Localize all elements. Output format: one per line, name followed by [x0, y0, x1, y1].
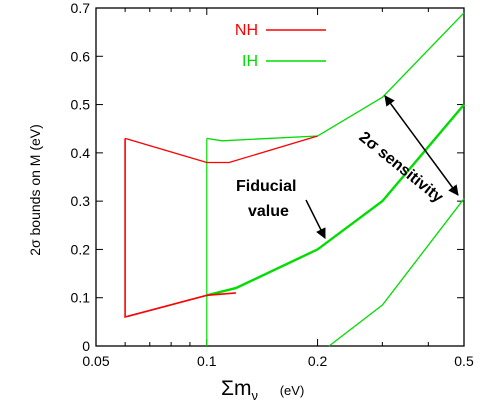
plot-frame — [95, 7, 465, 347]
fiducial-label-line1: Fiducial — [236, 178, 296, 195]
ih-fiducial-line — [206, 103, 465, 297]
x-tick-label: 0.1 — [197, 353, 217, 369]
y-tick-label: 0.2 — [71, 241, 91, 257]
sensitivity-arrow — [384, 95, 459, 196]
x-axis-unit: (eV) — [280, 383, 305, 398]
y-tick-label: 0.6 — [71, 48, 91, 64]
nh-upper-line — [124, 135, 318, 164]
y-tick-label: 0 — [82, 338, 90, 354]
x-axis-label-text: Σm — [221, 377, 251, 400]
y-axis-label: 2σ bounds on M (eV) — [27, 124, 43, 256]
ih-lower-line — [328, 198, 465, 347]
y-tick-label: 0.4 — [71, 145, 91, 161]
x-tick-label: 0.5 — [454, 353, 474, 369]
y-tick-label: 0.3 — [71, 193, 91, 209]
x-tick-label: 0.05 — [82, 353, 109, 369]
legend-label-nh: NH — [235, 22, 258, 39]
y-tick-label: 0.5 — [71, 97, 91, 113]
y-tick-label: 0.7 — [71, 0, 91, 16]
fiducial-arrow — [305, 199, 326, 239]
y-tick-label: 0.1 — [71, 290, 91, 306]
tick-group: 0 0.1 0.2 0.3 0.4 0.5 0.6 0.7 0.05 0.1 0.2 0.5 — [71, 0, 474, 369]
nh-fiducial-line — [124, 138, 236, 319]
plot-area — [95, 7, 465, 347]
x-tick-label: 0.2 — [308, 353, 328, 369]
x-axis-label-symbol: Σmν — [221, 377, 258, 403]
legend: NH IH — [235, 22, 326, 70]
fiducial-label-line2: value — [248, 203, 289, 220]
x-axis-label-subscript: ν — [252, 388, 259, 403]
legend-label-ih: IH — [242, 53, 258, 70]
